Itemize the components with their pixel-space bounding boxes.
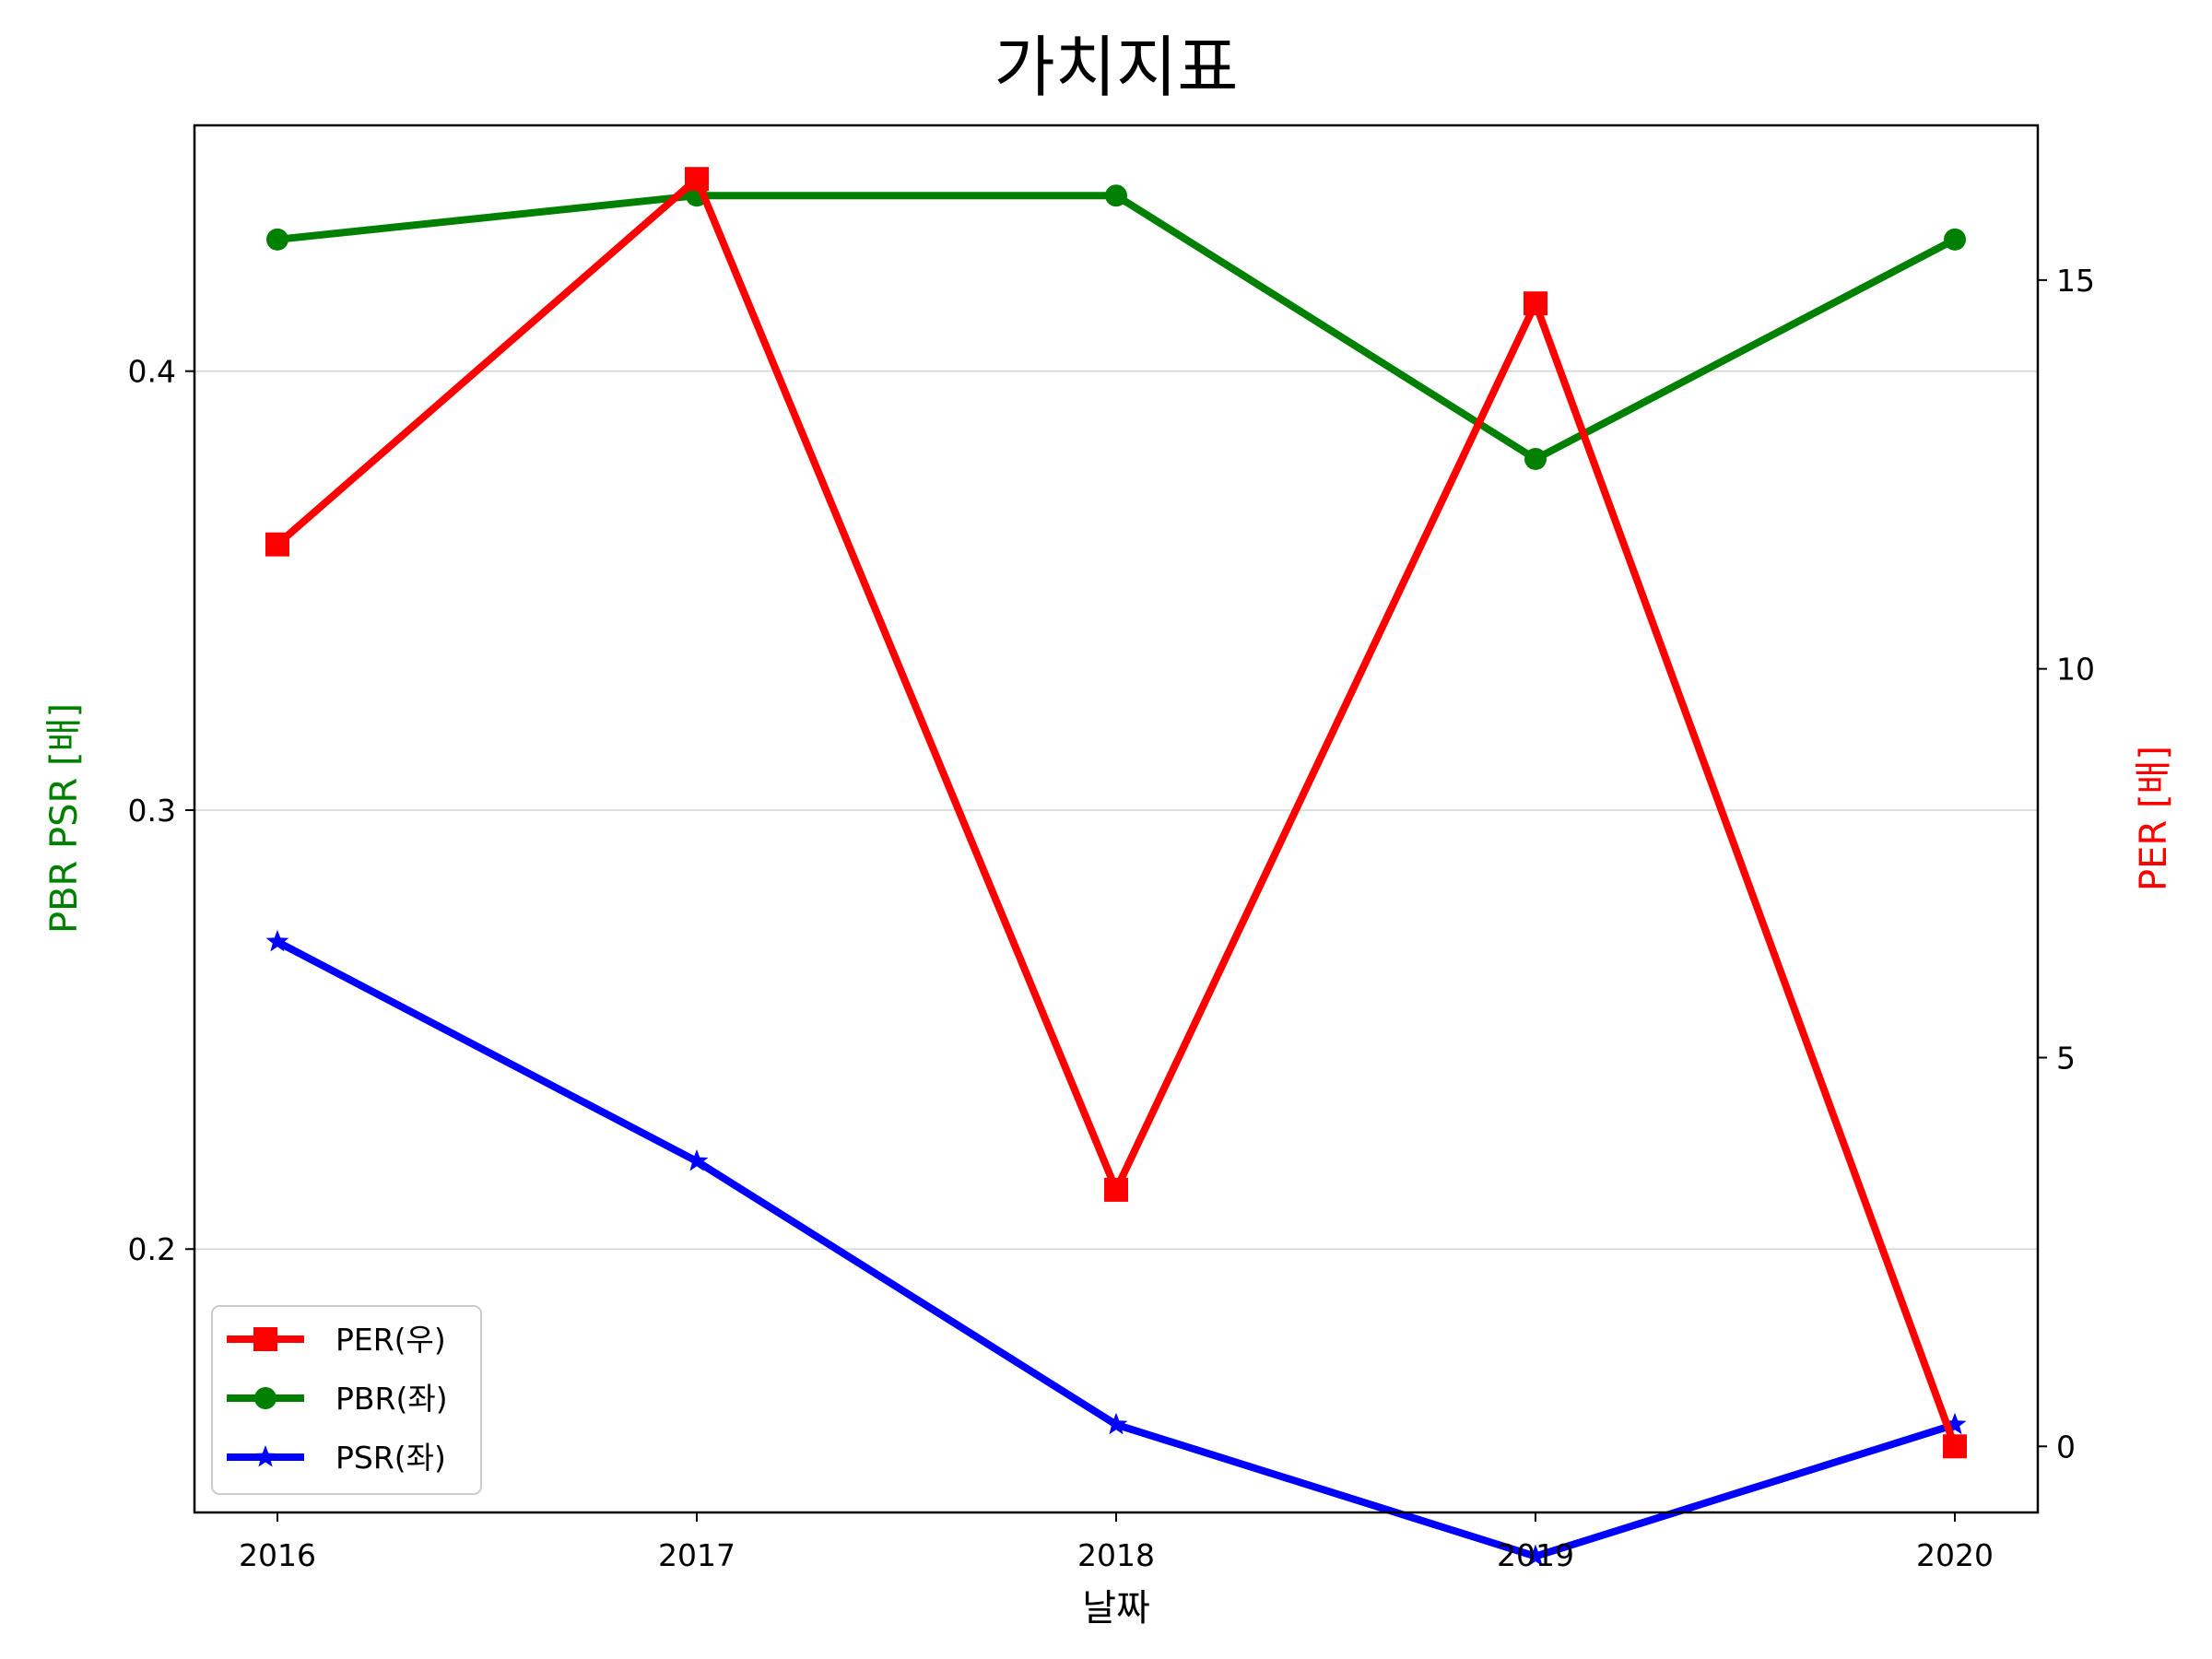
legend-label: PBR(좌) (335, 1381, 448, 1417)
x-tick-label: 2020 (1916, 1537, 1994, 1573)
x-tick-label: 2017 (658, 1537, 735, 1573)
x-tick-label: 2016 (239, 1537, 316, 1573)
legend-label: PER(우) (335, 1322, 446, 1358)
data-point (1943, 1434, 1967, 1459)
legend-box (211, 1305, 482, 1495)
data-point (265, 532, 289, 557)
legend-entry: PBR(좌) (227, 1381, 448, 1417)
legend-marker (254, 1387, 276, 1409)
data-point (1104, 1412, 1128, 1435)
data-point (1524, 447, 1547, 470)
legend-label: PSR(좌) (335, 1440, 446, 1476)
data-point (1944, 228, 1966, 251)
legend-marker (253, 1327, 277, 1351)
data-point (1104, 1177, 1128, 1202)
x-axis-label: 날짜 (1082, 1587, 1150, 1630)
data-point (685, 167, 709, 192)
legend-marker (253, 1445, 277, 1467)
left-y-tick-label: 0.3 (128, 793, 176, 829)
x-axis-ticks: 2016 2017 2018 2019 2020 (239, 1512, 1994, 1573)
right-y-tick-label: 5 (2056, 1040, 2076, 1076)
series-PER(우) (265, 167, 1967, 1459)
data-point (685, 1149, 709, 1171)
data-point (266, 228, 288, 251)
chart-title: 가치지표 (994, 29, 1239, 106)
x-tick-label: 2019 (1497, 1537, 1574, 1573)
right-y-tick-label: 15 (2056, 263, 2095, 299)
left-y-axis-ticks: 0.2 0.3 0.4 (128, 354, 194, 1267)
data-point (1524, 1544, 1547, 1567)
data-point (1524, 291, 1547, 316)
left-y-axis-label: PBR PSR [배] (43, 703, 86, 934)
right-y-axis-label: PER [배] (2133, 746, 2175, 891)
legend-entry: PSR(좌) (227, 1440, 446, 1476)
left-y-tick-label: 0.4 (128, 354, 176, 390)
left-y-tick-label: 0.2 (128, 1231, 176, 1267)
right-y-axis-ticks: 0 5 10 15 (2038, 263, 2095, 1465)
right-y-tick-label: 10 (2056, 652, 2095, 688)
grid-lines (194, 370, 2038, 1250)
legend: PER(우) PBR(좌) PSR(좌) (211, 1305, 482, 1495)
right-y-tick-label: 0 (2056, 1429, 2076, 1465)
data-point (265, 929, 289, 952)
data-point (1105, 184, 1127, 207)
x-tick-label: 2018 (1077, 1537, 1155, 1573)
data-point (1943, 1412, 1967, 1435)
legend-entry: PER(우) (227, 1322, 446, 1358)
